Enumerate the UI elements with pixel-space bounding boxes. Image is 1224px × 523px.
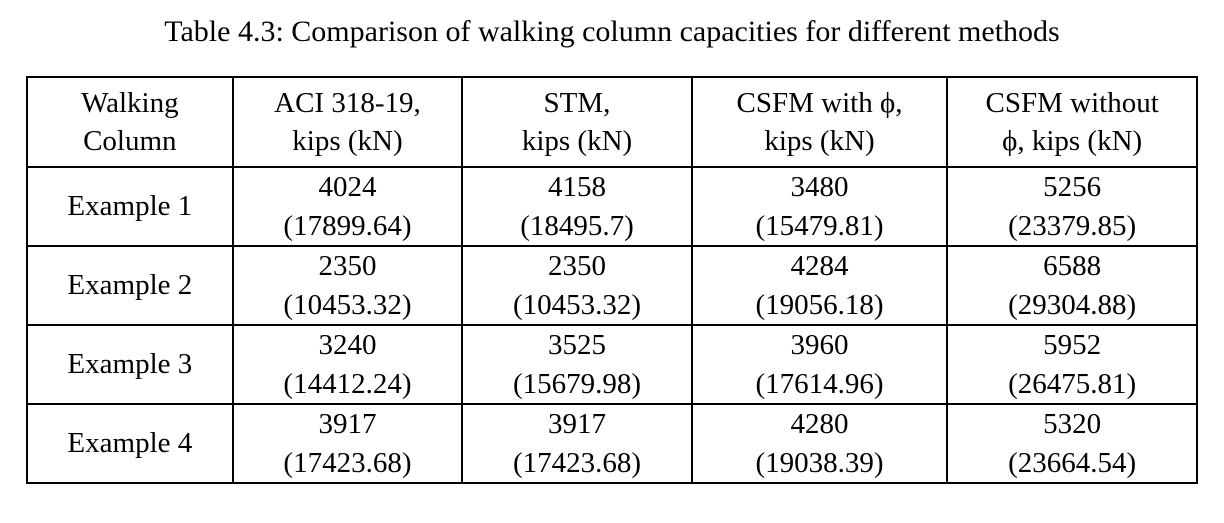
kn-value: (15679.98) xyxy=(512,367,642,400)
kn-value: (26475.81) xyxy=(1008,367,1137,400)
kn-value: (14412.24) xyxy=(283,367,412,400)
kips-value: 3480 xyxy=(790,171,849,204)
kn-value: (19038.39) xyxy=(755,446,884,479)
cell-example2-csfm-with-phi: 4284 (19056.18) xyxy=(690,245,949,326)
col-header-stm: STM, kips (kN) xyxy=(461,76,693,168)
cell-example3-aci: 3240 (14412.24) xyxy=(231,324,464,405)
kn-value: (10453.32) xyxy=(512,288,642,321)
kn-value: (19056.18) xyxy=(755,288,884,321)
table-row-example-3: Example 3 3240 (14412.24) 3525 (15679.98… xyxy=(26,324,1198,405)
kips-value: 6588 xyxy=(1043,250,1102,283)
header-line: ACI 318-19, xyxy=(274,86,421,119)
kn-value: (29304.88) xyxy=(1008,288,1137,321)
kn-value: (23379.85) xyxy=(1008,209,1137,242)
row-label-example-2: Example 2 xyxy=(26,245,234,326)
kn-value: (10453.32) xyxy=(283,288,412,321)
header-line: CSFM with ϕ, xyxy=(736,86,903,119)
cell-example3-stm: 3525 (15679.98) xyxy=(461,324,693,405)
kips-value: 5952 xyxy=(1043,329,1102,362)
row-label-example-3: Example 3 xyxy=(26,324,234,405)
cell-example4-csfm-with-phi: 4280 (19038.39) xyxy=(690,403,949,484)
kn-value: (15479.81) xyxy=(755,209,884,242)
cell-example4-aci: 3917 (17423.68) xyxy=(231,403,464,484)
table-caption: Table 4.3: Comparison of walking column … xyxy=(164,15,1060,48)
header-line: kips (kN) xyxy=(292,125,403,157)
header-line: CSFM without xyxy=(985,86,1159,119)
kips-value: 3240 xyxy=(318,329,377,362)
cell-example2-csfm-without-phi: 6588 (29304.88) xyxy=(946,245,1198,326)
table-row-example-4: Example 4 3917 (17423.68) 3917 (17423.68… xyxy=(26,403,1198,484)
kips-value: 4024 xyxy=(318,171,377,204)
header-row: Walking Column ACI 318-19, kips (kN) STM… xyxy=(26,76,1198,168)
cell-example2-aci: 2350 (10453.32) xyxy=(231,245,464,326)
header-line: STM, xyxy=(543,86,611,119)
kn-value: (17423.68) xyxy=(283,446,412,479)
col-header-csfm-with-phi: CSFM with ϕ, kips (kN) xyxy=(690,76,949,168)
kips-value: 4158 xyxy=(547,171,606,204)
kips-value: 4284 xyxy=(790,250,849,283)
kips-value: 3960 xyxy=(790,329,849,362)
cell-example1-csfm-with-phi: 3480 (15479.81) xyxy=(690,166,949,247)
cell-example1-aci: 4024 (17899.64) xyxy=(231,166,464,247)
kn-value: (17423.68) xyxy=(512,446,642,479)
cell-example3-csfm-without-phi: 5952 (26475.81) xyxy=(946,324,1198,405)
header-line: kips (kN) xyxy=(764,125,875,157)
kips-value: 2350 xyxy=(547,250,606,283)
cell-example1-stm: 4158 (18495.7) xyxy=(461,166,693,247)
kips-value: 5320 xyxy=(1043,408,1102,441)
header-line: Column xyxy=(83,125,177,157)
kn-value: (17614.96) xyxy=(755,367,884,400)
cell-example2-stm: 2350 (10453.32) xyxy=(461,245,693,326)
header-line: Walking xyxy=(81,86,179,119)
kn-value: (17899.64) xyxy=(283,209,412,242)
col-header-aci-318-19: ACI 318-19, kips (kN) xyxy=(231,76,464,168)
col-header-csfm-without-phi: CSFM without ϕ, kips (kN) xyxy=(946,76,1198,168)
comparison-table: Walking Column ACI 318-19, kips (kN) STM… xyxy=(26,76,1198,484)
cell-example1-csfm-without-phi: 5256 (23379.85) xyxy=(946,166,1198,247)
row-label-example-1: Example 1 xyxy=(26,166,234,247)
kips-value: 3917 xyxy=(318,408,377,441)
cell-example4-stm: 3917 (17423.68) xyxy=(461,403,693,484)
kn-value: (18495.7) xyxy=(520,209,634,242)
table-row-example-2: Example 2 2350 (10453.32) 2350 (10453.32… xyxy=(26,245,1198,326)
table-row-example-1: Example 1 4024 (17899.64) 4158 (18495.7)… xyxy=(26,166,1198,247)
col-header-walking-column: Walking Column xyxy=(26,76,234,168)
header-line: ϕ, kips (kN) xyxy=(1002,125,1143,157)
kips-value: 2350 xyxy=(318,250,377,283)
kips-value: 5256 xyxy=(1043,171,1102,204)
kips-value: 3525 xyxy=(547,329,606,362)
cell-example3-csfm-with-phi: 3960 (17614.96) xyxy=(690,324,949,405)
kips-value: 4280 xyxy=(790,408,849,441)
kn-value: (23664.54) xyxy=(1008,446,1137,479)
row-label-example-4: Example 4 xyxy=(26,403,234,484)
header-line: kips (kN) xyxy=(521,125,633,157)
cell-example4-csfm-without-phi: 5320 (23664.54) xyxy=(946,403,1198,484)
kips-value: 3917 xyxy=(547,408,606,441)
